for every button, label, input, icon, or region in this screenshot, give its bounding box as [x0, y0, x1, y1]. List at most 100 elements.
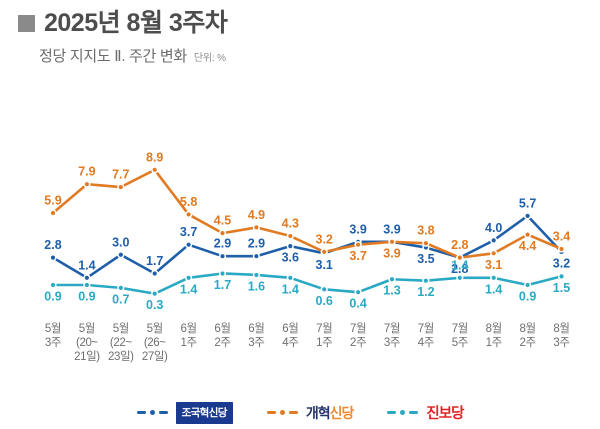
- data-point[interactable]: [152, 291, 157, 296]
- data-point-label: 3.2: [316, 232, 333, 246]
- data-point[interactable]: [559, 246, 564, 252]
- data-point[interactable]: [152, 271, 157, 276]
- data-point[interactable]: [186, 275, 191, 280]
- data-point[interactable]: [423, 278, 428, 283]
- x-axis-tick-3: 5월 (22~ 23일): [99, 322, 143, 364]
- x-axis-tick-13: 7월 5주: [438, 322, 482, 350]
- x-axis-tick-line: (22~: [109, 337, 132, 349]
- data-point-label: 0.6: [316, 294, 333, 308]
- data-point-label: 0.4: [349, 297, 366, 311]
- x-axis-tick-1: 5월 3주: [31, 322, 75, 350]
- data-point[interactable]: [220, 271, 225, 276]
- data-point-label: 4.4: [519, 239, 536, 253]
- chart-subtitle: 정당 지지도 Ⅱ. 주간 변화: [39, 48, 187, 65]
- header: 2025년 8월 3주차 정당 지지도 Ⅱ. 주간 변화 단위: %: [0, 0, 600, 66]
- data-point[interactable]: [118, 252, 123, 257]
- data-point[interactable]: [254, 254, 259, 259]
- x-axis-tick-line: 7월: [350, 323, 367, 335]
- x-axis-tick-15: 8월 2주: [506, 322, 550, 350]
- data-point-label: 0.9: [44, 290, 61, 304]
- data-point-label: 1.4: [485, 282, 502, 296]
- data-point[interactable]: [457, 255, 462, 260]
- legend-item-gaehyeoksindang[interactable]: 개혁신당: [266, 406, 355, 420]
- data-point-label: 8.9: [146, 150, 163, 164]
- x-axis-tick-line: 6월: [214, 323, 231, 335]
- data-point[interactable]: [423, 241, 428, 246]
- x-axis-tick-5: 6월 1주: [167, 322, 211, 350]
- data-point[interactable]: [389, 239, 395, 244]
- data-point[interactable]: [220, 231, 225, 236]
- data-point[interactable]: [491, 238, 496, 243]
- unit-label: 단위: %: [193, 53, 226, 64]
- data-point[interactable]: [525, 213, 530, 218]
- x-axis-tick-line: 2주: [214, 337, 231, 349]
- data-point[interactable]: [186, 242, 191, 247]
- x-axis-tick-line: (26~: [143, 337, 166, 349]
- legend-item-jokukhyeoksindang[interactable]: 조국혁신당: [136, 401, 233, 424]
- data-point-label: 1.7: [214, 278, 231, 292]
- legend-item-jinbodang[interactable]: 진보당: [387, 402, 464, 423]
- data-point[interactable]: [525, 282, 530, 288]
- data-point-label: 1.4: [451, 258, 468, 272]
- data-point[interactable]: [389, 277, 395, 282]
- data-point[interactable]: [84, 275, 89, 280]
- series-line: [51, 272, 563, 295]
- x-axis-tick-line: 5주: [451, 337, 469, 349]
- series-1: 2.81.43.01.73.72.9 2.93.63.13.9 3.93.52.84…: [44, 196, 570, 282]
- data-point-label: 1.2: [417, 285, 434, 299]
- x-axis-tick-line: 6월: [282, 323, 299, 335]
- series-2: 5.9 7.9 7.7 8.9 5.8 4.5 4.9 4.3 3.2 3.7 3.9 3.8 2.8 3…: [44, 150, 570, 272]
- data-point-label: 3.7: [349, 249, 366, 263]
- data-point-label: 0.9: [78, 290, 95, 304]
- data-point[interactable]: [118, 184, 123, 190]
- x-axis-tick-line: 3주: [248, 337, 265, 349]
- data-point[interactable]: [84, 282, 89, 288]
- data-point[interactable]: [356, 290, 361, 295]
- x-axis-tick-line: 7월: [383, 323, 401, 335]
- x-axis-tick-12: 7월 4주: [404, 322, 448, 350]
- data-point[interactable]: [288, 275, 293, 280]
- data-point[interactable]: [559, 274, 564, 279]
- data-point-label: 3.8: [417, 224, 434, 238]
- data-point-label: 5.9: [44, 194, 61, 208]
- data-point[interactable]: [356, 242, 361, 247]
- x-axis-tick-line: 21일): [74, 351, 100, 363]
- series-3: 0.9 0.9 0.7 0.3 1.4 1.7 1.6 1.4 0.6 0.4 1.3 1.2 1.4 1…: [44, 258, 570, 312]
- x-axis-tick-line: 5월: [44, 323, 62, 335]
- data-point[interactable]: [50, 255, 56, 260]
- chart-legend: 조국혁신당 개혁신당 진보당: [0, 396, 600, 429]
- x-axis-tick-line: 7월: [316, 323, 333, 335]
- x-axis-tick-line: 27일): [141, 351, 168, 363]
- x-axis-tick-16: 8월 3주: [540, 322, 584, 350]
- data-point[interactable]: [288, 233, 293, 239]
- legend-label-gaehyeoksindang: 개혁신당: [306, 406, 355, 420]
- data-point[interactable]: [152, 167, 157, 172]
- data-point-label: 3.0: [112, 235, 129, 249]
- series-line: [51, 168, 563, 259]
- x-axis-tick-line: 5월: [112, 323, 130, 335]
- x-axis-tick-4: 5월 (26~ 27일): [133, 322, 177, 364]
- data-point-label: 3.2: [553, 256, 570, 270]
- data-point[interactable]: [322, 287, 327, 292]
- x-axis-tick-6: 6월 2주: [201, 322, 245, 350]
- chart-svg: 2.81.43.01.73.72.9 2.93.63.13.9 3.93.52.84…: [44, 150, 570, 312]
- data-point[interactable]: [50, 210, 56, 216]
- data-point[interactable]: [491, 251, 496, 256]
- data-point[interactable]: [322, 249, 327, 254]
- data-point[interactable]: [254, 225, 259, 230]
- legend-label-jokukhyeoksindang: 조국혁신당: [175, 401, 233, 424]
- data-point[interactable]: [186, 212, 191, 217]
- data-point[interactable]: [84, 182, 89, 187]
- x-axis-tick-line: 6월: [180, 323, 198, 335]
- data-point[interactable]: [50, 282, 56, 288]
- x-axis-tick-2: 5월 (20~ 21일): [65, 322, 109, 364]
- data-point[interactable]: [118, 285, 123, 290]
- x-axis-tick-10: 7월 2주: [336, 322, 380, 350]
- data-point[interactable]: [220, 254, 225, 259]
- x-axis-tick-line: 3주: [383, 337, 401, 349]
- data-point[interactable]: [288, 244, 293, 249]
- data-point[interactable]: [491, 275, 496, 280]
- data-point[interactable]: [254, 272, 259, 278]
- data-point[interactable]: [525, 232, 530, 237]
- data-point[interactable]: [457, 275, 462, 280]
